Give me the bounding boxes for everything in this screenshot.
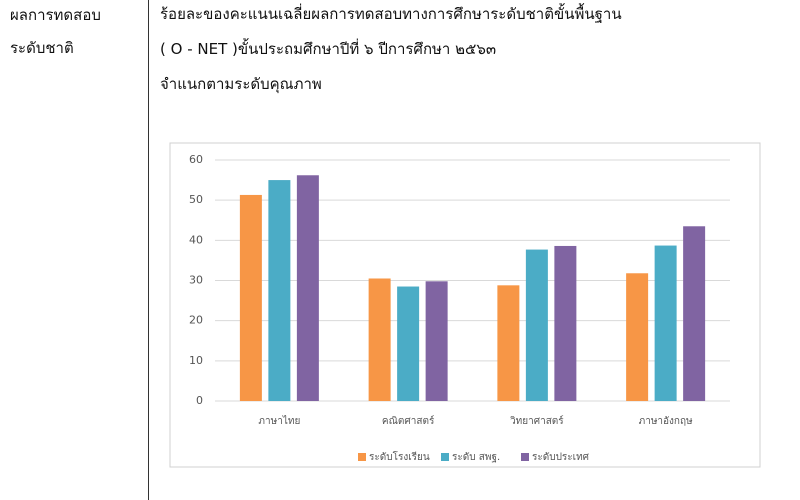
y-tick-label: 50 (189, 193, 203, 206)
x-tick-label: ภาษาไทย (258, 415, 300, 427)
y-tick-label: 30 (189, 274, 203, 287)
bar (654, 245, 677, 401)
bar (626, 273, 649, 401)
y-tick-label: 0 (196, 394, 203, 407)
bar (425, 281, 448, 401)
legend-swatch (441, 453, 449, 461)
y-tick-label: 40 (189, 233, 203, 246)
bar (239, 194, 262, 401)
legend-swatch (358, 453, 366, 461)
legend-swatch (521, 453, 529, 461)
heading: จำแนกตามระดับคุณภาพ (160, 75, 322, 93)
bar (368, 278, 391, 401)
bar (525, 249, 548, 401)
x-tick-label: คณิตศาสตร์ (382, 415, 435, 427)
y-tick-label: 10 (189, 354, 203, 367)
left-label: ระดับชาติ (10, 39, 74, 57)
heading: ( O - NET )ขั้นประถมศึกษาปีที่ ๖ ปีการศึ… (160, 40, 497, 58)
y-tick-label: 20 (189, 314, 203, 327)
bar (497, 285, 520, 401)
x-tick-label: ภาษาอังกฤษ (639, 416, 693, 427)
legend-label: ระดับประเทศ (532, 452, 590, 463)
table-border (148, 0, 149, 500)
bar (397, 286, 420, 401)
bar (554, 245, 577, 401)
heading: ร้อยละของคะแนนเฉลี่ยผลการทดสอบทางการศึกษ… (160, 5, 622, 23)
legend-label: ระดับโรงเรียน (369, 450, 430, 463)
y-tick-label: 60 (189, 153, 203, 166)
x-tick-label: วิทยาศาสตร์ (510, 415, 565, 427)
bar (683, 226, 706, 401)
bar (268, 180, 291, 401)
bar (296, 175, 319, 401)
legend-label: ระดับ สพฐ. (452, 452, 500, 463)
left-label: ผลการทดสอบ (10, 6, 101, 24)
